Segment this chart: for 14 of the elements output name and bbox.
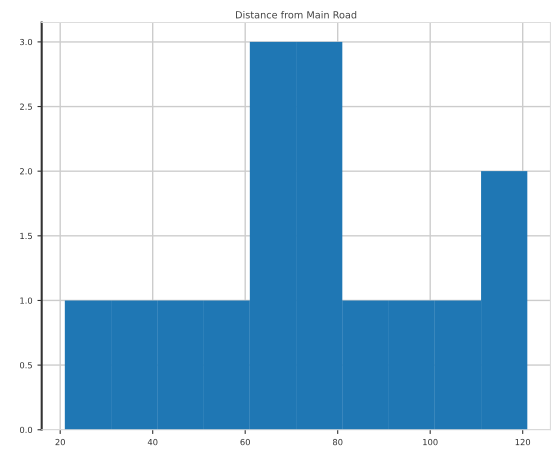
x-tick-label: 20 xyxy=(56,438,65,446)
y-tick-label: 0.5 xyxy=(20,362,32,368)
y-tick-label: 2.0 xyxy=(20,168,32,174)
x-tick-label: 40 xyxy=(148,438,158,446)
y-tick-label: 3.0 xyxy=(20,38,32,46)
x-tick-label: 60 xyxy=(240,438,250,446)
x-tick-label: 80 xyxy=(332,438,342,446)
x-tick-label: 120 xyxy=(516,438,530,446)
y-tick-label: 2.5 xyxy=(20,104,32,110)
y-tick-label: 1.5 xyxy=(20,232,32,240)
x-tick-label: 100 xyxy=(423,438,438,446)
y-tick-label: 1.0 xyxy=(20,297,32,304)
chart-title: Distance from Main Road xyxy=(236,10,356,18)
y-tick-label: 0.0 xyxy=(20,426,32,434)
